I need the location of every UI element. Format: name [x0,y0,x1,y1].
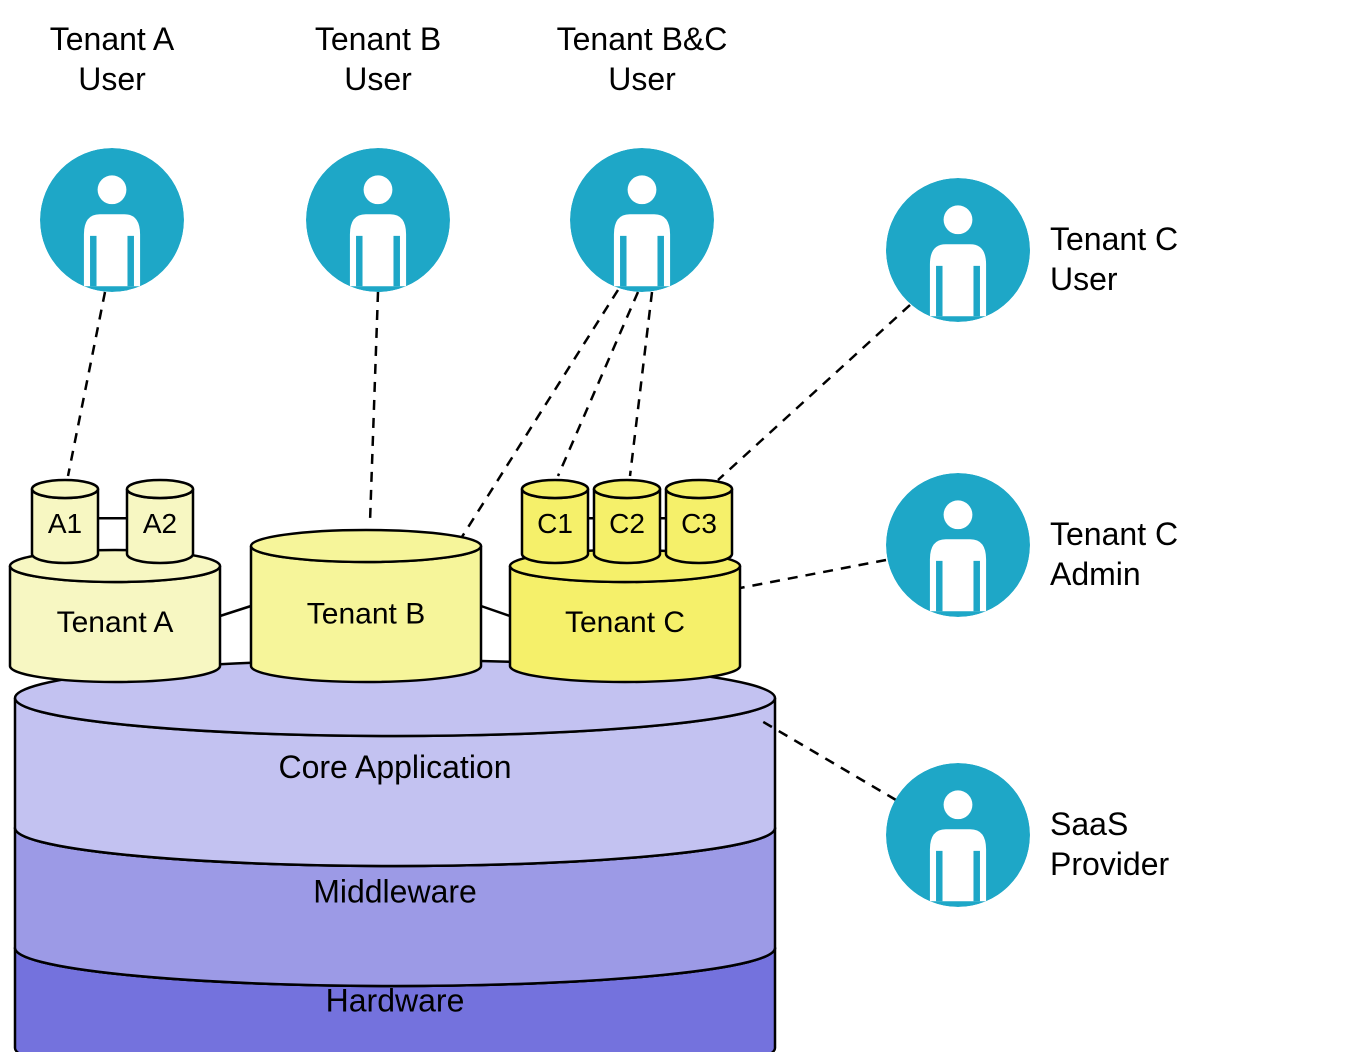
tenant-c: Tenant C C1 C2 C3 [510,480,740,682]
tenant-a-user-label-0: Tenant A [50,21,175,57]
tenant-b: Tenant B [251,530,481,682]
hardware-label: Hardware [326,982,465,1018]
tenant-c-user-label-1: User [1050,261,1118,297]
tenant-bc-user-icon [570,148,714,292]
sub-c3-label: C3 [681,508,717,539]
link-tenant-bc-user-to-c1 [558,292,638,476]
link-tenant-c-admin-to-tenant-c [740,560,886,588]
tenant-link-tenant-a-tenant-b [220,606,251,616]
tenant-b-user-icon [306,148,450,292]
saas-provider-icon [886,763,1030,907]
tenants: Tenant A A1 A2 Tenant B Tenant C C1 C2 C3 [10,480,740,682]
tenant-b-label: Tenant B [307,598,425,631]
link-tenant-a-user-to-a1 [68,292,105,476]
tenant-c-admin-label-1: Admin [1050,556,1141,592]
sub-a1-label: A1 [48,508,82,539]
tenant-c-admin-icon [886,473,1030,617]
sub-a2-label: A2 [143,508,177,539]
core-label: Core Application [278,749,511,785]
middleware-label: Middleware [313,873,477,909]
sub-a1: A1 [32,480,98,563]
link-tenant-b-user-to-tenant-b [370,292,378,522]
sub-c3: C3 [666,480,732,563]
sub-c2-label: C2 [609,508,645,539]
tenant-c-label: Tenant C [565,606,685,639]
tenant-b-user-label-0: Tenant B [315,21,441,57]
sub-c1-label: C1 [537,508,573,539]
tenant-c-user-label-0: Tenant C [1050,221,1178,257]
sub-a2: A2 [127,480,193,563]
tenant-a-label: Tenant A [57,606,174,639]
saas-provider-label-0: SaaS [1050,806,1128,842]
stack-layers: Hardware Middleware Core Application [15,660,775,1052]
core-layer: Core Application [15,660,775,866]
tenant-c-admin-label-0: Tenant C [1050,516,1178,552]
tenant-a: Tenant A A1 A2 [10,480,220,682]
saas-provider-label-1: Provider [1050,846,1170,882]
sub-c2: C2 [594,480,660,563]
tenant-b-user-label-1: User [344,61,412,97]
saas-architecture-diagram: Hardware Middleware Core Application Tenant… [0,0,1352,1052]
tenant-bc-user-label-1: User [608,61,676,97]
tenant-a-user-label-1: User [78,61,146,97]
tenant-a-user-icon [40,148,184,292]
tenant-link-tenant-b-tenant-c [481,606,510,616]
link-tenant-bc-user-to-c2 [630,292,652,476]
link-tenant-c-user-to-c3 [718,305,910,480]
tenant-c-user-icon [886,178,1030,322]
sub-c1: C1 [522,480,588,563]
link-saas-provider-to-core [760,720,896,800]
tenant-bc-user-label-0: Tenant B&C [557,21,728,57]
